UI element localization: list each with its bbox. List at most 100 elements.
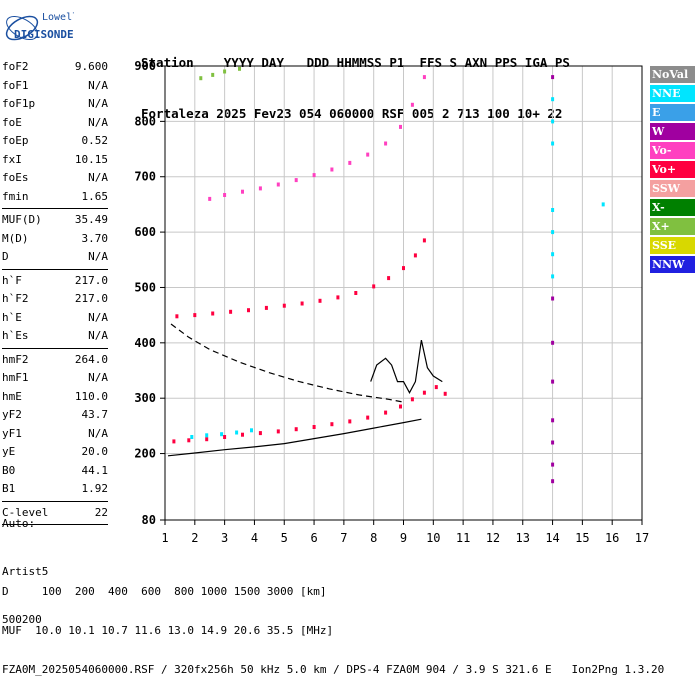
legend-item: X- [650, 199, 695, 216]
echo-point [330, 422, 334, 427]
param-name: fmin [2, 189, 29, 203]
echo-point [258, 431, 262, 436]
params-separator [2, 208, 108, 209]
param-name: yF2 [2, 408, 22, 421]
digisonde-logo: Lowell DIGISONDE [4, 6, 78, 42]
echo-point [276, 429, 280, 434]
echo-point [387, 276, 391, 281]
echo-point [199, 76, 203, 81]
legend-item: Vo+ [650, 161, 695, 178]
param-name: MUF(D) [2, 213, 42, 226]
echo-point [551, 440, 555, 445]
echo-point [238, 66, 241, 71]
echo-point [551, 75, 555, 80]
legend: NoVal NNE E W Vo- Vo+ SSW X- X+ SSE NNW [650, 66, 695, 275]
echo-point [434, 385, 438, 390]
y-tick-label: 800 [134, 114, 156, 128]
param-row: foEs N/A [2, 169, 108, 188]
x-tick-label: 12 [486, 531, 500, 545]
echo-point [187, 438, 191, 443]
echo-point [258, 186, 262, 191]
param-row: fmin 1.65 [2, 188, 108, 207]
y-tick-label: 200 [134, 447, 156, 461]
echo-point [300, 301, 304, 306]
param-row: foF2 9.600 [2, 58, 108, 77]
echo-point [193, 313, 197, 318]
param-row: foEp 0.52 [2, 132, 108, 151]
echo-point [318, 298, 322, 303]
param-name: foEp [2, 134, 29, 147]
param-row: fxI 10.15 [2, 151, 108, 170]
param-row: yE 20.0 [2, 443, 108, 462]
param-row: M(D) 3.70 [2, 230, 108, 249]
y-tick-label: 700 [134, 170, 156, 184]
x-tick-label: 17 [635, 531, 649, 545]
echo-point [250, 428, 253, 433]
x-tick-label: 1 [161, 531, 168, 545]
echo-point [551, 462, 555, 467]
x-tick-label: 8 [370, 531, 377, 545]
legend-item: NoVal [650, 66, 695, 83]
x-tick-label: 15 [575, 531, 589, 545]
params-separator [2, 347, 108, 349]
param-name: yE [2, 445, 16, 458]
param-row: hmF1 N/A [2, 369, 108, 388]
param-row: yF1 N/A [2, 425, 108, 444]
x-tick-label: 13 [516, 531, 530, 545]
param-row: h`E N/A [2, 309, 108, 328]
echo-point [422, 238, 426, 243]
param-value: 35.49 [74, 213, 108, 226]
param-name: hmE [2, 389, 22, 403]
param-value: 20.0 [81, 445, 109, 458]
x-tick-label: 7 [340, 531, 347, 545]
param-name: foEs [2, 171, 29, 184]
x-tick-label: 10 [426, 531, 440, 545]
param-name: h`F2 [2, 292, 29, 305]
echo-point [551, 119, 555, 124]
echo-point [330, 167, 334, 172]
legend-item: SSW [650, 180, 695, 197]
echo-point [205, 437, 209, 442]
legend-item: NNE [650, 85, 695, 102]
echo-point [348, 419, 352, 424]
trace-line [370, 339, 443, 394]
param-value: 9.600 [74, 60, 108, 73]
legend-item: X+ [650, 218, 695, 235]
auto-line2: Artist5 [2, 565, 49, 578]
echo-point [312, 173, 316, 178]
echo-point [551, 274, 555, 279]
echo-point [211, 72, 215, 77]
echo-point [220, 432, 224, 437]
echo-point [551, 97, 555, 102]
param-value: N/A [88, 426, 108, 440]
x-tick-label: 11 [456, 531, 470, 545]
y-tick-label: 900 [134, 59, 156, 73]
echo-point [366, 152, 370, 157]
echo-point [205, 433, 209, 438]
footer-line3: FZA0M_2025054060000.RSF / 320fx256h 50 k… [2, 663, 665, 676]
legend-item: Vo- [650, 142, 695, 159]
param-value: N/A [88, 115, 108, 129]
x-tick-label: 4 [251, 531, 258, 545]
echo-point [276, 182, 280, 187]
echo-point [372, 284, 376, 289]
param-name: B1 [2, 482, 16, 495]
echo-point [551, 418, 555, 423]
echo-point [551, 141, 555, 146]
y-tick-label: 500 [134, 280, 156, 294]
echo-point [601, 202, 605, 207]
param-value: 44.1 [81, 463, 109, 477]
param-row: h`F 217.0 [2, 272, 108, 291]
echo-point [551, 479, 555, 484]
param-name: foF1p [2, 97, 36, 110]
echo-point [384, 141, 388, 146]
auto-line1: Auto: [2, 517, 36, 530]
param-row: h`Es N/A [2, 327, 108, 346]
echo-point [235, 430, 239, 435]
x-tick-label: 5 [281, 531, 288, 545]
echo-point [241, 432, 244, 437]
echo-point [223, 69, 227, 74]
y-tick-label: 80 [142, 513, 156, 527]
param-row: MUF(D) 35.49 [2, 211, 108, 230]
param-name: C-level [2, 505, 49, 519]
